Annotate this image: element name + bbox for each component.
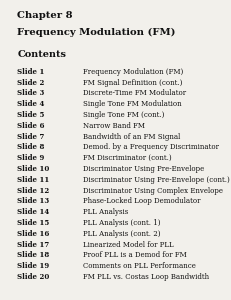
Text: Single Tone FM (cont.): Single Tone FM (cont.) <box>83 111 164 119</box>
Text: Slide 15: Slide 15 <box>17 219 50 227</box>
Text: Slide 18: Slide 18 <box>17 251 50 260</box>
Text: Discrete-Time FM Modulator: Discrete-Time FM Modulator <box>83 89 186 98</box>
Text: Bandwidth of an FM Signal: Bandwidth of an FM Signal <box>83 133 180 141</box>
Text: Slide 14: Slide 14 <box>17 208 50 216</box>
Text: Discriminator Using Complex Envelope: Discriminator Using Complex Envelope <box>83 187 223 195</box>
Text: Slide 12: Slide 12 <box>17 187 50 195</box>
Text: Slide 3: Slide 3 <box>17 89 45 98</box>
Text: Slide 2: Slide 2 <box>17 79 45 87</box>
Text: Slide 13: Slide 13 <box>17 197 49 206</box>
Text: Slide 5: Slide 5 <box>17 111 45 119</box>
Text: FM Signal Definition (cont.): FM Signal Definition (cont.) <box>83 79 182 87</box>
Text: Proof PLL is a Demod for FM: Proof PLL is a Demod for FM <box>83 251 187 260</box>
Text: Demod. by a Frequency Discriminator: Demod. by a Frequency Discriminator <box>83 143 219 152</box>
Text: Slide 4: Slide 4 <box>17 100 45 108</box>
Text: Comments on PLL Performance: Comments on PLL Performance <box>83 262 196 270</box>
Text: Frequency Modulation (FM): Frequency Modulation (FM) <box>83 68 183 76</box>
Text: Slide 9: Slide 9 <box>17 154 45 162</box>
Text: PLL Analysis (cont. 2): PLL Analysis (cont. 2) <box>83 230 161 238</box>
Text: Chapter 8: Chapter 8 <box>17 11 73 20</box>
Text: Narrow Band FM: Narrow Band FM <box>83 122 145 130</box>
Text: Slide 16: Slide 16 <box>17 230 50 238</box>
Text: Slide 19: Slide 19 <box>17 262 50 270</box>
Text: Linearized Model for PLL: Linearized Model for PLL <box>83 241 174 249</box>
Text: Slide 8: Slide 8 <box>17 143 45 152</box>
Text: Slide 1: Slide 1 <box>17 68 45 76</box>
Text: Slide 17: Slide 17 <box>17 241 50 249</box>
Text: PLL Analysis (cont. 1): PLL Analysis (cont. 1) <box>83 219 161 227</box>
Text: Frequency Modulation (FM): Frequency Modulation (FM) <box>17 28 176 37</box>
Text: FM Discriminator (cont.): FM Discriminator (cont.) <box>83 154 172 162</box>
Text: Discriminator Using Pre-Envelope (cont.): Discriminator Using Pre-Envelope (cont.) <box>83 176 230 184</box>
Text: Slide 11: Slide 11 <box>17 176 50 184</box>
Text: Single Tone FM Modulation: Single Tone FM Modulation <box>83 100 182 108</box>
Text: PLL Analysis: PLL Analysis <box>83 208 128 216</box>
Text: FM PLL vs. Costas Loop Bandwidth: FM PLL vs. Costas Loop Bandwidth <box>83 273 209 281</box>
Text: Contents: Contents <box>17 50 66 59</box>
Text: Phase-Locked Loop Demodulator: Phase-Locked Loop Demodulator <box>83 197 201 206</box>
Text: Slide 7: Slide 7 <box>17 133 45 141</box>
Text: Slide 20: Slide 20 <box>17 273 50 281</box>
Text: Slide 10: Slide 10 <box>17 165 50 173</box>
Text: Discriminator Using Pre-Envelope: Discriminator Using Pre-Envelope <box>83 165 204 173</box>
Text: Slide 6: Slide 6 <box>17 122 45 130</box>
